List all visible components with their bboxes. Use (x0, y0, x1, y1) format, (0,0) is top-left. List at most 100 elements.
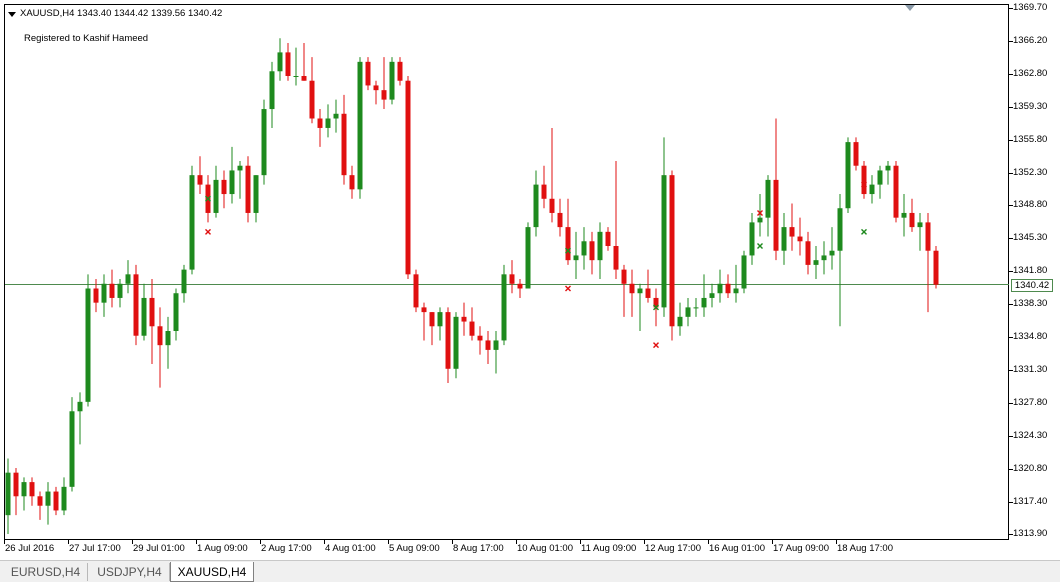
candle (525, 222, 531, 289)
candle-body (757, 217, 763, 223)
candle-body (485, 340, 491, 350)
price-tick (1009, 369, 1013, 371)
candle (541, 165, 547, 209)
tab-usdjpy-h4[interactable]: USDJPY,H4 (90, 563, 170, 581)
chart-shift-marker-icon[interactable] (905, 5, 915, 11)
candle-body (269, 71, 275, 110)
candle-body (925, 222, 931, 251)
candle-body (573, 255, 579, 261)
price-label: 1324.30 (1013, 429, 1048, 441)
candle (277, 38, 283, 81)
candle (317, 109, 323, 147)
candle (621, 264, 627, 317)
sell-marker-icon (653, 342, 659, 349)
candle (165, 316, 171, 369)
candle-body (45, 491, 51, 506)
candle-body (213, 179, 219, 213)
candle (717, 269, 723, 303)
candle (21, 477, 27, 511)
candle-body (429, 312, 435, 327)
candle (13, 467, 19, 516)
candle-body (685, 307, 691, 317)
time-tick (836, 540, 837, 544)
candle (813, 246, 819, 280)
price-label: 1355.80 (1013, 133, 1048, 145)
candle-body (517, 283, 523, 289)
candle-body (53, 491, 59, 511)
price-tick (1009, 73, 1013, 75)
price-label: 1331.30 (1013, 363, 1048, 375)
candle-body (717, 283, 723, 294)
time-tick (516, 540, 517, 544)
candle-body (829, 250, 835, 256)
candle-body (533, 184, 539, 228)
candle (557, 198, 563, 237)
candle (533, 170, 539, 237)
candle (925, 212, 931, 313)
time-label: 2 Aug 17:00 (261, 543, 312, 554)
candle-body (581, 241, 587, 256)
candle-body (221, 179, 227, 195)
candle (789, 203, 795, 251)
candle (413, 269, 419, 313)
time-tick (452, 540, 453, 544)
candle-body (861, 165, 867, 195)
tab-eurusd-h4[interactable]: EURUSD,H4 (4, 563, 88, 581)
candle (781, 212, 787, 265)
candle-body (341, 113, 347, 176)
candle-body (677, 316, 683, 327)
price-tick (1009, 40, 1013, 42)
price-tick (1009, 172, 1013, 174)
price-label: 1362.80 (1013, 67, 1048, 79)
candle (933, 246, 939, 289)
buy-marker-icon (205, 195, 211, 202)
candle (669, 170, 675, 341)
candle-body (277, 52, 283, 72)
time-tick (196, 540, 197, 544)
candle-body (613, 246, 619, 270)
chart-window[interactable]: XAUUSD,H4 1343.40 1344.42 1339.56 1340.4… (0, 0, 1060, 560)
candle-body (693, 307, 699, 309)
price-label: 1313.90 (1013, 528, 1048, 540)
candle-body (317, 118, 323, 128)
candle (85, 274, 91, 407)
tab-xauusd-h4[interactable]: XAUUSD,H4 (170, 562, 254, 582)
candle-body (373, 85, 379, 91)
candle-body (37, 496, 43, 506)
registered-label: Registered to Kashif Hameed (24, 33, 149, 44)
candle-body (933, 250, 939, 285)
candle-body (77, 401, 83, 412)
sell-marker-icon (205, 228, 211, 235)
time-tick (4, 540, 5, 544)
candle-body (469, 321, 475, 336)
time-tick (708, 540, 709, 544)
candle (77, 392, 83, 445)
candle-body (29, 482, 35, 497)
candle-body (445, 312, 451, 369)
candle (701, 274, 707, 317)
candle (797, 217, 803, 256)
sell-marker-icon (565, 285, 571, 292)
chart-plot-area[interactable] (4, 4, 1009, 540)
candle-body (197, 175, 203, 185)
candle (125, 260, 131, 294)
candle (397, 57, 403, 86)
candle-body (189, 175, 195, 270)
candle-body (181, 269, 187, 294)
candle (461, 302, 467, 336)
time-tick (388, 540, 389, 544)
candle-body (261, 109, 267, 176)
candle (485, 331, 491, 365)
time-label: 27 Jul 17:00 (69, 543, 121, 554)
symbol-menu-arrow-icon[interactable] (8, 12, 16, 17)
price-label: 1317.40 (1013, 495, 1048, 507)
candle-body (101, 283, 107, 303)
candle (309, 57, 315, 124)
candle (221, 170, 227, 209)
candle (285, 42, 291, 81)
candle (405, 76, 411, 280)
time-tick (644, 540, 645, 544)
candle (501, 264, 507, 346)
candle (101, 274, 107, 317)
candlestick-chart[interactable] (0, 0, 1060, 560)
